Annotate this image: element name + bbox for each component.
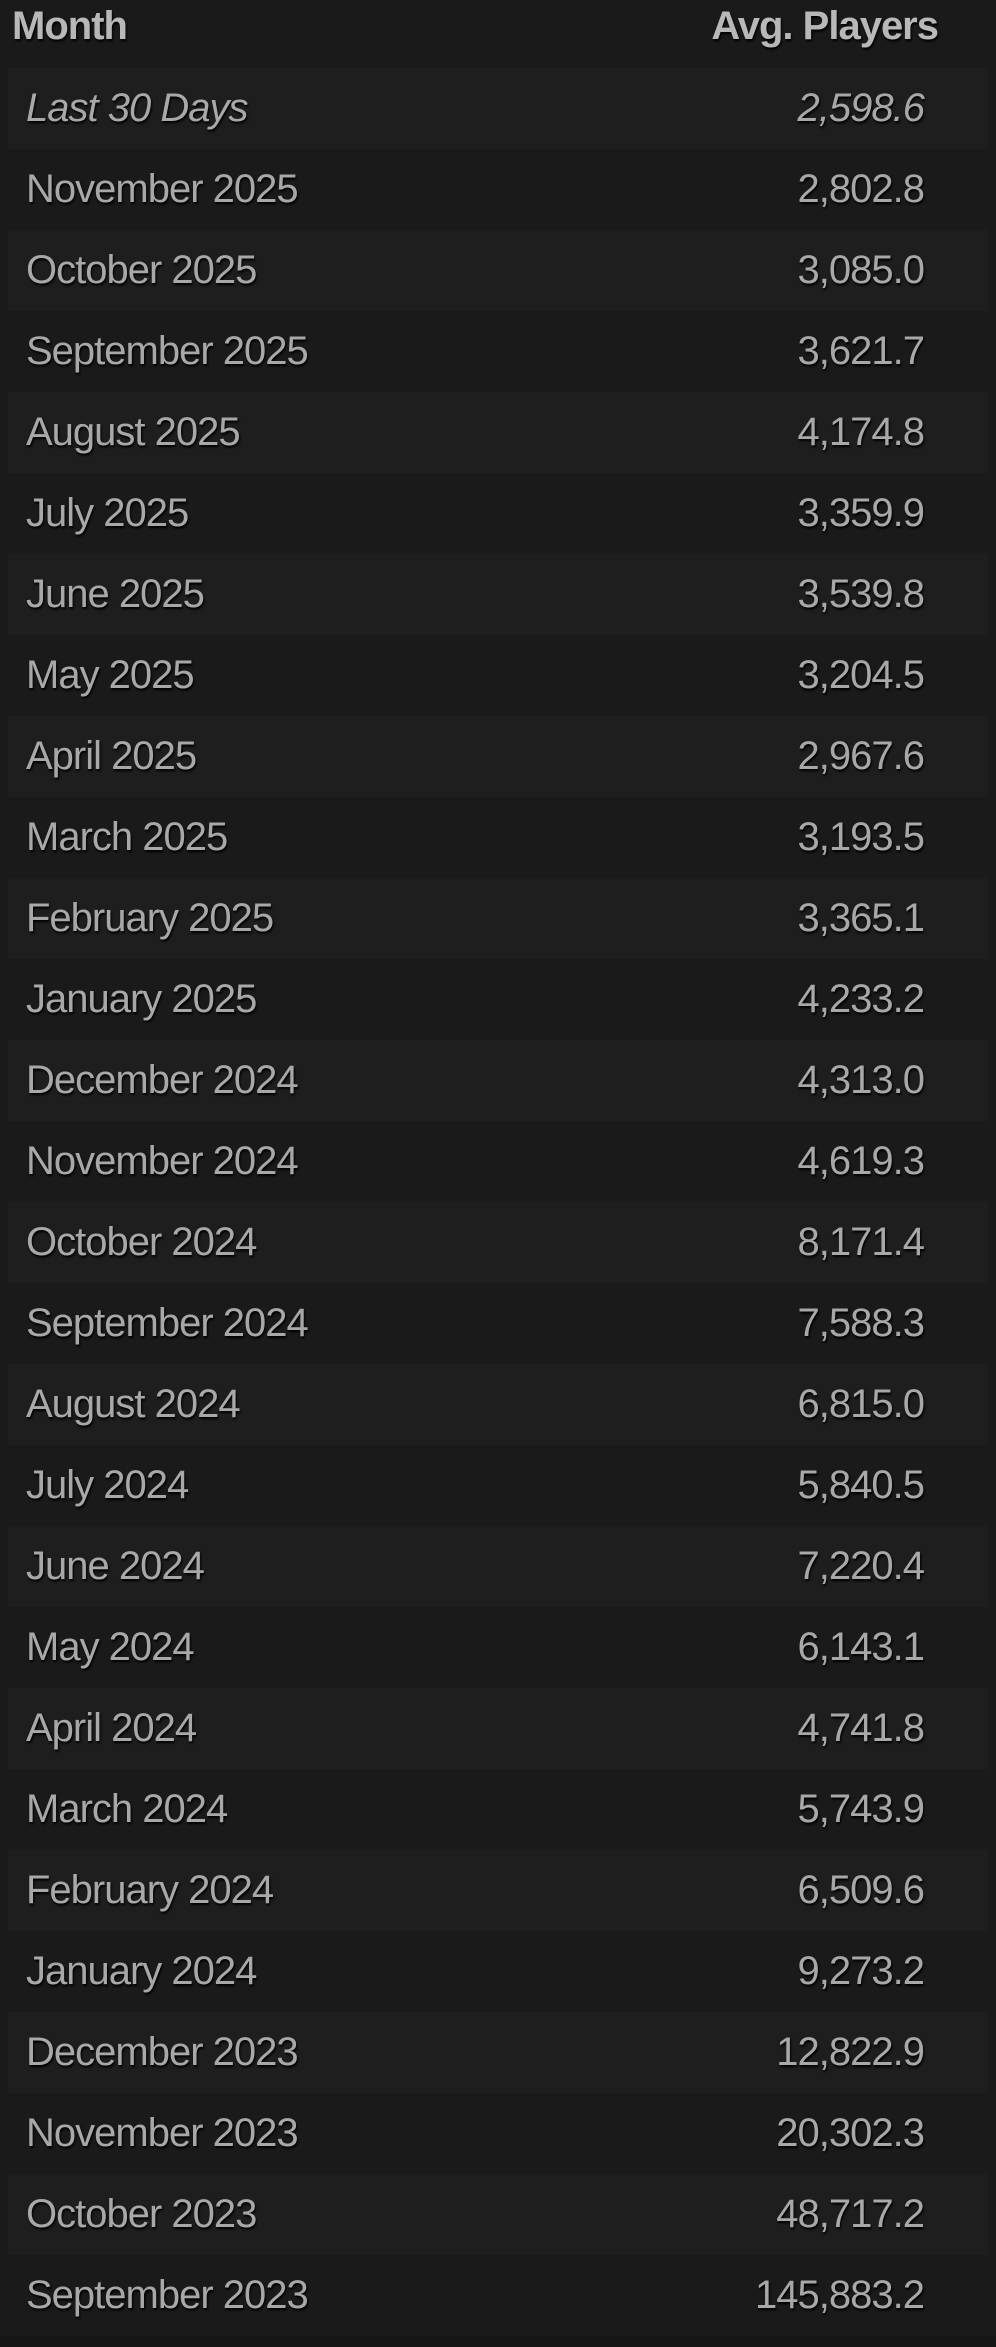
month-cell: June 2025: [26, 572, 205, 616]
month-cell: March 2024: [26, 1787, 228, 1831]
month-cell: November 2024: [26, 1139, 299, 1183]
avg-players-cell: 6,509.6: [797, 1868, 925, 1912]
month-cell: May 2025: [26, 653, 195, 697]
month-cell: July 2024: [26, 1463, 189, 1507]
month-cell: June 2024: [26, 1544, 205, 1588]
avg-players-cell: 20,302.3: [776, 2111, 925, 2155]
avg-players-cell: 3,193.5: [797, 815, 925, 859]
avg-players-cell: 5,743.9: [797, 1787, 925, 1831]
month-cell: Last 30 Days: [26, 86, 248, 130]
avg-players-cell: 48,717.2: [776, 2192, 925, 2236]
month-cell: December 2023: [26, 2030, 299, 2074]
table-body: Last 30 Days 2,598.6 November 2025 2,802.8 O…: [8, 68, 988, 2336]
table-row: July 2024 5,840.5: [8, 1445, 988, 1526]
avg-players-cell: 7,220.4: [797, 1544, 925, 1588]
table-row: August 2025 4,174.8: [8, 392, 988, 473]
month-cell: January 2024: [26, 1949, 257, 1993]
table-row: June 2025 3,539.8: [8, 554, 988, 635]
table-row: November 2023 20,302.3: [8, 2093, 988, 2174]
table-row: March 2024 5,743.9: [8, 1769, 988, 1850]
avg-players-cell: 3,204.5: [797, 653, 925, 697]
table-row: February 2025 3,365.1: [8, 878, 988, 959]
month-cell: January 2025: [26, 977, 257, 1021]
month-cell: September 2025: [26, 329, 309, 373]
avg-players-cell: 3,621.7: [797, 329, 925, 373]
avg-players-cell: 7,588.3: [797, 1301, 925, 1345]
avg-players-cell: 3,365.1: [797, 896, 925, 940]
avg-players-cell: 4,174.8: [797, 410, 925, 454]
month-cell: September 2024: [26, 1301, 309, 1345]
column-header-month: Month: [12, 4, 128, 48]
month-cell: July 2025: [26, 491, 189, 535]
table-row: January 2024 9,273.2: [8, 1931, 988, 2012]
month-cell: September 2023: [26, 2273, 309, 2317]
table-row: September 2024 7,588.3: [8, 1283, 988, 1364]
avg-players-cell: 6,815.0: [797, 1382, 925, 1426]
avg-players-cell: 4,619.3: [797, 1139, 925, 1183]
month-cell: April 2024: [26, 1706, 197, 1750]
avg-players-cell: 2,967.6: [797, 734, 925, 778]
avg-players-cell: 2,802.8: [797, 167, 925, 211]
avg-players-cell: 145,883.2: [755, 2273, 925, 2317]
table-row: December 2023 12,822.9: [8, 2012, 988, 2093]
table-row: October 2024 8,171.4: [8, 1202, 988, 1283]
avg-players-cell: 6,143.1: [797, 1625, 925, 1669]
table-row: April 2025 2,967.6: [8, 716, 988, 797]
table-row: May 2025 3,204.5: [8, 635, 988, 716]
avg-players-cell: 3,359.9: [797, 491, 925, 535]
table-row: January 2025 4,233.2: [8, 959, 988, 1040]
table-row: April 2024 4,741.8: [8, 1688, 988, 1769]
table-row: October 2025 3,085.0: [8, 230, 988, 311]
month-cell: August 2025: [26, 410, 241, 454]
avg-players-cell: 3,085.0: [797, 248, 925, 292]
column-header-avg-players: Avg. Players: [711, 4, 939, 48]
table-row: February 2024 6,509.6: [8, 1850, 988, 1931]
avg-players-cell: 8,171.4: [797, 1220, 925, 1264]
avg-players-cell: 3,539.8: [797, 572, 925, 616]
table-row: May 2024 6,143.1: [8, 1607, 988, 1688]
month-cell: February 2025: [26, 896, 274, 940]
month-cell: October 2025: [26, 248, 257, 292]
month-cell: May 2024: [26, 1625, 195, 1669]
footer-edge: [0, 2336, 996, 2347]
avg-players-cell: 4,233.2: [797, 977, 925, 1021]
table-row: November 2024 4,619.3: [8, 1121, 988, 1202]
table-header: Month Avg. Players: [0, 0, 996, 68]
table-row: June 2024 7,220.4: [8, 1526, 988, 1607]
table-row: March 2025 3,193.5: [8, 797, 988, 878]
avg-players-cell: 12,822.9: [776, 2030, 925, 2074]
table-row: August 2024 6,815.0: [8, 1364, 988, 1445]
table-row: December 2024 4,313.0: [8, 1040, 988, 1121]
avg-players-cell: 4,313.0: [797, 1058, 925, 1102]
month-cell: October 2023: [26, 2192, 257, 2236]
avg-players-cell: 2,598.6: [797, 86, 925, 130]
month-cell: March 2025: [26, 815, 228, 859]
month-cell: February 2024: [26, 1868, 274, 1912]
table-row: July 2025 3,359.9: [8, 473, 988, 554]
month-cell: November 2023: [26, 2111, 299, 2155]
month-cell: October 2024: [26, 1220, 257, 1264]
table-row: November 2025 2,802.8: [8, 149, 988, 230]
avg-players-cell: 4,741.8: [797, 1706, 925, 1750]
table-row: October 2023 48,717.2: [8, 2174, 988, 2255]
month-cell: April 2025: [26, 734, 197, 778]
avg-players-cell: 5,840.5: [797, 1463, 925, 1507]
table-row: September 2025 3,621.7: [8, 311, 988, 392]
month-cell: December 2024: [26, 1058, 299, 1102]
month-cell: November 2025: [26, 167, 299, 211]
table-row: September 2023 145,883.2: [8, 2255, 988, 2336]
month-cell: August 2024: [26, 1382, 241, 1426]
avg-players-cell: 9,273.2: [797, 1949, 925, 1993]
table-row: Last 30 Days 2,598.6: [8, 68, 988, 149]
